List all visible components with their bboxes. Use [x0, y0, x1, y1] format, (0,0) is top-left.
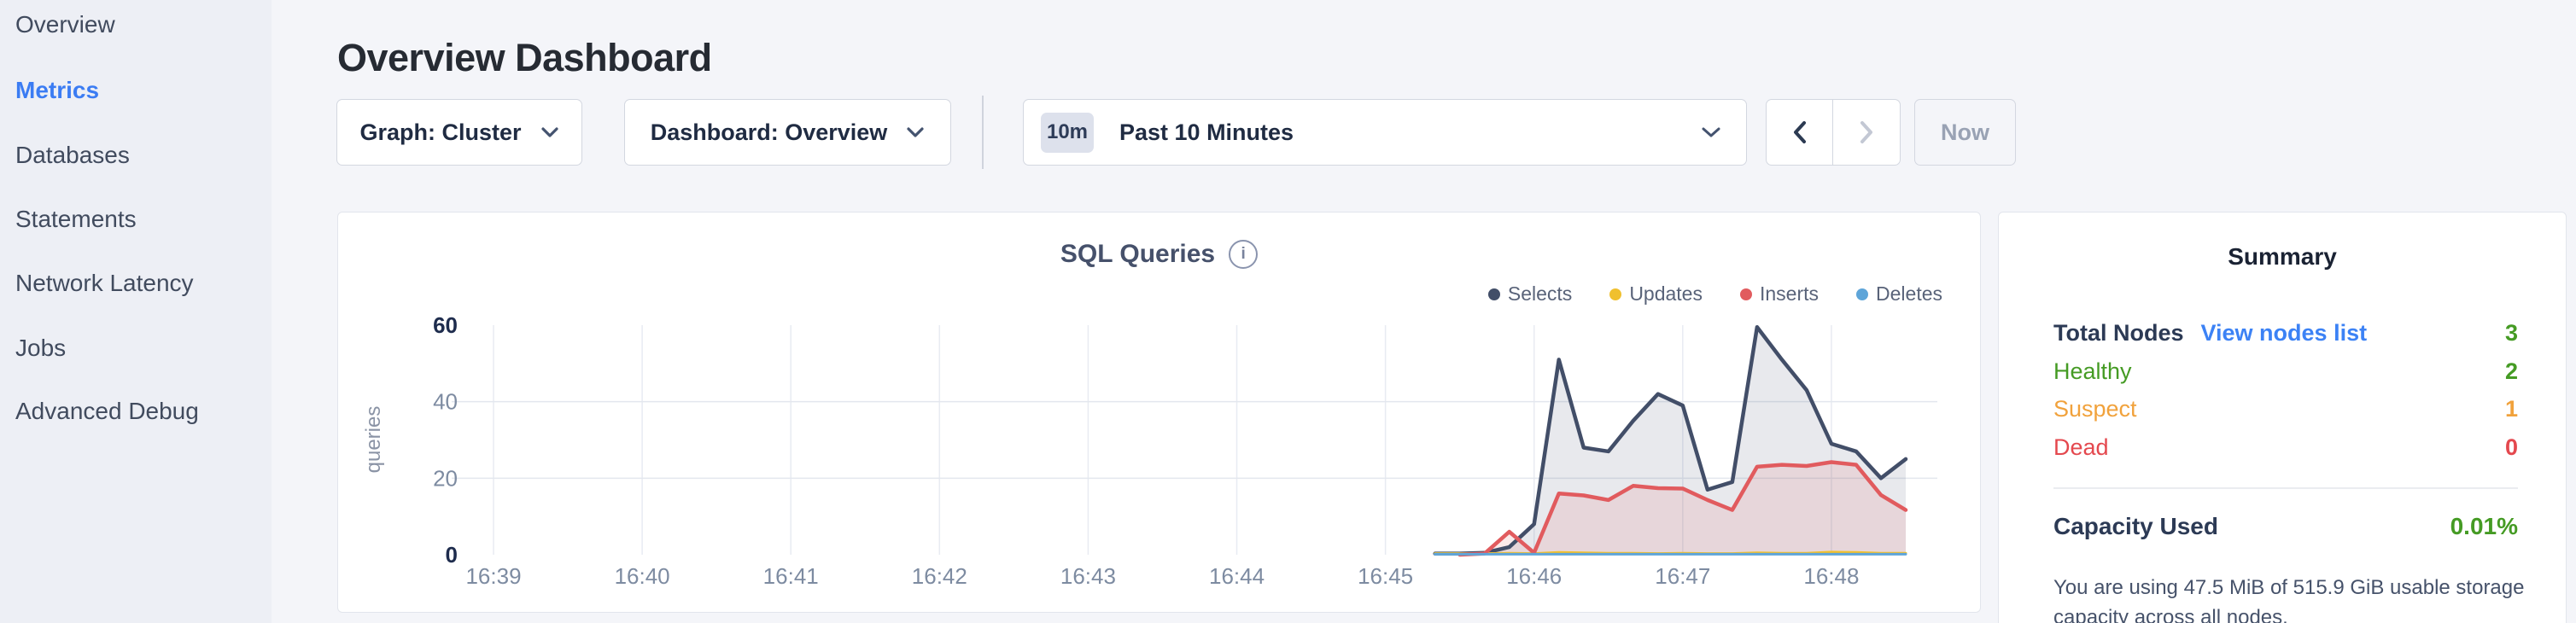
capacity-used-row: Capacity Used 0.01%	[2053, 513, 2518, 540]
dead-label: Dead	[2053, 434, 2109, 460]
next-time-button[interactable]	[1833, 100, 1900, 165]
legend-label: Inserts	[1759, 282, 1820, 305]
svg-text:16:43: 16:43	[1060, 563, 1116, 589]
view-nodes-list-link[interactable]: View nodes list	[2200, 320, 2368, 346]
info-icon[interactable]: i	[1229, 240, 1259, 269]
sidebar: Overview Metrics Databases Statements Ne…	[0, 0, 272, 623]
sidebar-item-metrics[interactable]: Metrics	[15, 77, 100, 103]
legend-item: Updates	[1609, 282, 1703, 306]
total-nodes-row: Total Nodes View nodes list 3	[2053, 320, 2518, 358]
svg-text:16:40: 16:40	[615, 563, 670, 589]
chevron-left-icon	[1793, 121, 1806, 143]
healthy-value: 2	[2504, 358, 2518, 384]
legend-label: Selects	[1507, 282, 1573, 305]
legend-item: Inserts	[1739, 282, 1820, 306]
prev-time-button[interactable]	[1767, 100, 1833, 165]
svg-text:16:46: 16:46	[1506, 563, 1562, 589]
time-window-badge: 10m	[1041, 112, 1094, 153]
dashboard-dropdown[interactable]: Dashboard: Overview	[624, 99, 951, 166]
legend-dot-icon	[1856, 288, 1869, 300]
svg-text:60: 60	[433, 312, 458, 338]
suspect-value: 1	[2504, 396, 2518, 422]
time-window-label: Past 10 Minutes	[1119, 119, 1294, 145]
sql-queries-chart[interactable]: 16:39 16:40 16:41 16:42 16:43 16:44 16:45 16:46…	[338, 213, 1982, 614]
healthy-label: Healthy	[2053, 358, 2132, 384]
now-button-label: Now	[1941, 119, 1989, 145]
svg-text:16:39: 16:39	[465, 563, 521, 589]
sidebar-item-network-latency[interactable]: Network Latency	[15, 270, 194, 296]
svg-text:20: 20	[433, 465, 458, 491]
legend-item: Selects	[1487, 282, 1573, 306]
sidebar-item-jobs[interactable]: Jobs	[15, 335, 67, 361]
svg-text:0: 0	[446, 542, 458, 568]
svg-text:16:47: 16:47	[1655, 563, 1710, 589]
summary-divider	[2053, 487, 2518, 489]
graph-dropdown[interactable]: Graph: Cluster	[336, 99, 582, 166]
legend-dot-icon	[1609, 288, 1622, 300]
svg-text:queries: queries	[362, 406, 385, 474]
suspect-label: Suspect	[2053, 396, 2137, 422]
svg-text:16:42: 16:42	[912, 563, 967, 589]
svg-text:16:44: 16:44	[1209, 563, 1265, 589]
legend-dot-icon	[1739, 288, 1752, 300]
sql-queries-card: 16:39 16:40 16:41 16:42 16:43 16:44 16:45 16:46…	[337, 212, 1981, 613]
capacity-description: You are using 47.5 MiB of 515.9 GiB usab…	[2053, 576, 2525, 623]
sidebar-item-statements[interactable]: Statements	[15, 206, 137, 232]
chevron-down-icon	[907, 127, 924, 137]
legend-dot-icon	[1487, 288, 1500, 300]
legend-item: Deletes	[1856, 282, 1942, 306]
dashboard-dropdown-label: Dashboard: Overview	[650, 119, 888, 145]
total-nodes-label: Total Nodes	[2053, 320, 2184, 346]
chevron-right-icon	[1860, 121, 1872, 143]
capacity-used-value: 0.01%	[2450, 513, 2518, 539]
time-range-selector[interactable]: 10m Past 10 Minutes	[1023, 99, 1747, 166]
svg-text:40: 40	[433, 389, 458, 415]
chart-legend: Selects Updates Inserts Deletes	[1487, 282, 1942, 306]
graph-dropdown-label: Graph: Cluster	[359, 119, 522, 145]
chart-title: SQL Queries	[1060, 240, 1216, 268]
legend-label: Deletes	[1876, 282, 1942, 305]
capacity-used-label: Capacity Used	[2053, 513, 2218, 539]
time-step-buttons	[1766, 99, 1901, 166]
sidebar-item-databases[interactable]: Databases	[15, 142, 130, 168]
summary-panel: Summary Total Nodes View nodes list 3 He…	[1998, 212, 2567, 623]
total-nodes-value: 3	[2504, 320, 2518, 346]
suspect-nodes-row: Suspect 1	[2053, 396, 2518, 434]
summary-rows: Total Nodes View nodes list 3 Healthy 2 …	[2053, 320, 2518, 472]
now-button[interactable]: Now	[1914, 99, 2016, 166]
chevron-down-icon	[1702, 127, 1720, 137]
dead-value: 0	[2504, 434, 2518, 460]
page-title: Overview Dashboard	[337, 36, 712, 80]
sidebar-item-advanced-debug[interactable]: Advanced Debug	[15, 398, 199, 424]
dead-nodes-row: Dead 0	[2053, 434, 2518, 473]
chevron-down-icon	[540, 127, 558, 137]
chart-title-row: SQL Queries i	[338, 240, 1980, 269]
summary-heading: Summary	[2228, 243, 2337, 270]
sidebar-item-overview[interactable]: Overview	[15, 11, 115, 38]
legend-label: Updates	[1629, 282, 1703, 305]
svg-text:16:41: 16:41	[763, 563, 819, 589]
svg-text:16:45: 16:45	[1358, 563, 1413, 589]
healthy-nodes-row: Healthy 2	[2053, 358, 2518, 397]
svg-text:16:48: 16:48	[1803, 563, 1859, 589]
controls-divider	[982, 96, 984, 169]
